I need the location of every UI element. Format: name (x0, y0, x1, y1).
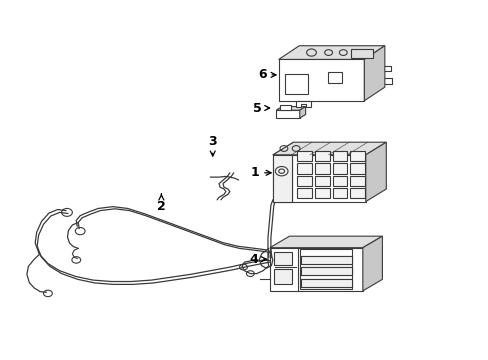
Polygon shape (278, 46, 384, 59)
Bar (273, 252, 292, 265)
Text: 1: 1 (250, 166, 270, 179)
Text: 6: 6 (257, 68, 275, 81)
Text: 4: 4 (249, 253, 265, 266)
Bar (300, 256, 351, 264)
Bar (349, 176, 364, 186)
Bar (349, 188, 364, 198)
Polygon shape (364, 46, 384, 101)
Bar (300, 267, 351, 275)
Bar (314, 151, 329, 161)
Bar (314, 176, 329, 186)
Polygon shape (299, 107, 305, 118)
Polygon shape (272, 142, 386, 155)
Bar (314, 163, 329, 174)
Polygon shape (276, 110, 299, 118)
Bar (273, 269, 292, 284)
Bar (297, 176, 311, 186)
Polygon shape (272, 155, 365, 202)
Bar (299, 249, 351, 289)
Bar (300, 279, 351, 287)
Polygon shape (280, 105, 290, 110)
Bar (332, 151, 346, 161)
Bar (297, 188, 311, 198)
Bar (349, 151, 364, 161)
Polygon shape (365, 142, 386, 202)
Text: 5: 5 (252, 102, 269, 114)
Bar (300, 279, 351, 287)
Bar (350, 49, 372, 58)
Polygon shape (276, 107, 305, 110)
Bar (332, 188, 346, 198)
Bar (272, 155, 292, 202)
Bar (314, 188, 329, 198)
Bar (349, 163, 364, 174)
Bar (327, 72, 342, 83)
Polygon shape (269, 248, 362, 291)
Bar (297, 151, 311, 161)
Bar (300, 267, 351, 275)
Bar (332, 176, 346, 186)
Polygon shape (269, 236, 382, 248)
Polygon shape (278, 59, 364, 101)
Bar (332, 163, 346, 174)
Bar (284, 74, 307, 94)
Text: 3: 3 (208, 135, 217, 156)
Bar (297, 163, 311, 174)
Text: 2: 2 (157, 194, 165, 213)
Polygon shape (362, 236, 382, 291)
Bar (300, 256, 351, 264)
Polygon shape (295, 101, 310, 107)
